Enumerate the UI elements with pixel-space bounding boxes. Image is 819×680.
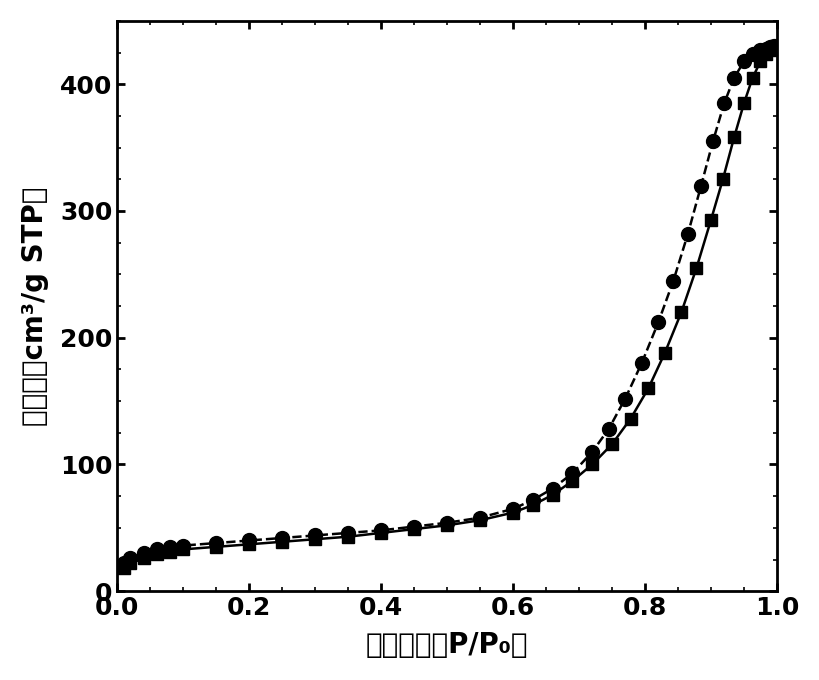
- X-axis label: 相对压力（P/P₀）: 相对压力（P/P₀）: [365, 631, 527, 659]
- Y-axis label: 总容量（cm³/g STP）: 总容量（cm³/g STP）: [20, 186, 49, 426]
